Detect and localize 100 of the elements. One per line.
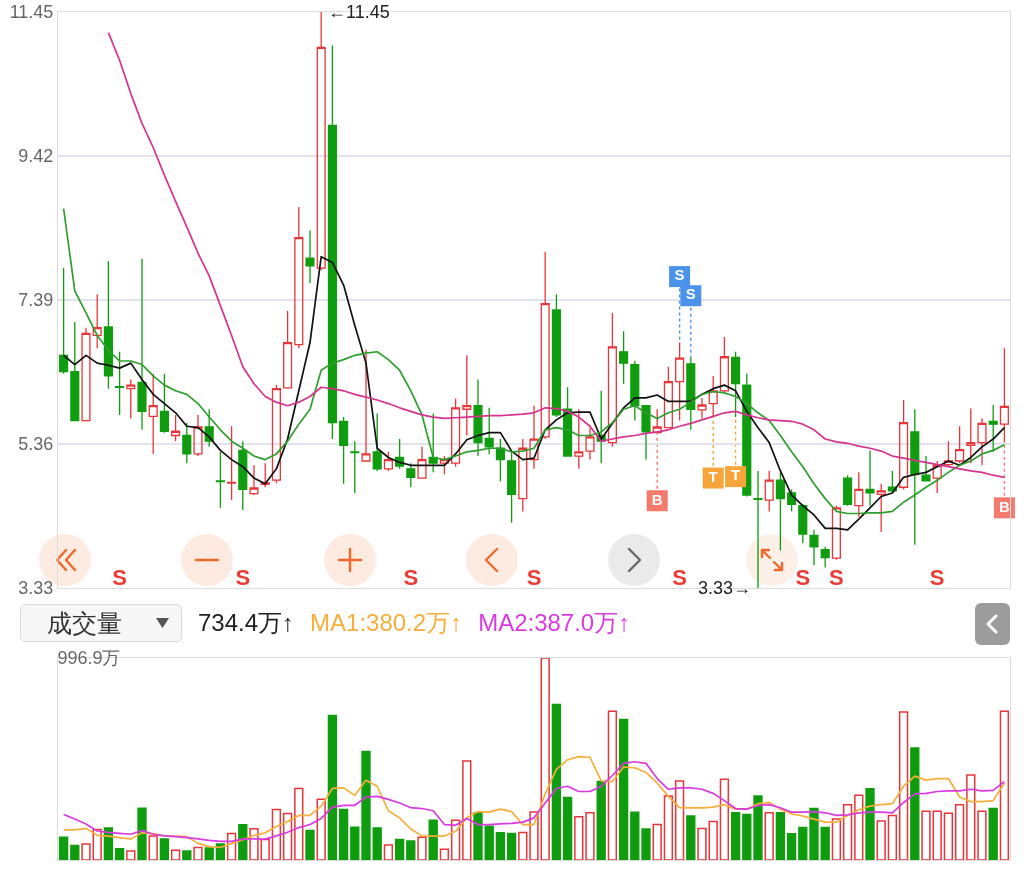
bar <box>361 750 371 860</box>
x-tick-label: S <box>112 565 127 590</box>
y-tick-label: 5.36 <box>18 434 54 455</box>
candlestick <box>697 397 707 420</box>
bar <box>674 780 685 860</box>
bar <box>540 658 550 860</box>
bar <box>271 808 282 860</box>
dropdown-box: 成交量 <box>20 604 182 642</box>
bar <box>114 847 125 860</box>
candlestick <box>238 440 248 511</box>
candlestick <box>473 378 483 457</box>
bar <box>193 846 203 860</box>
text: 734.4万↑ <box>198 608 295 638</box>
candlestick <box>428 412 438 474</box>
bar <box>204 847 214 860</box>
candlestick <box>820 546 830 569</box>
y-tick-label: 3.33 <box>18 578 54 599</box>
candlestick <box>249 464 259 496</box>
bar <box>932 810 942 860</box>
bar <box>529 811 539 860</box>
bar <box>327 714 338 860</box>
y-tick-label: 996.9万 <box>57 648 121 669</box>
candlestick <box>59 267 69 375</box>
candlestick <box>574 408 584 470</box>
candlestick <box>663 366 673 429</box>
bar <box>618 718 629 860</box>
bar <box>596 780 606 860</box>
bar <box>137 807 147 860</box>
data-label: T <box>708 467 718 485</box>
bar <box>910 747 920 860</box>
candlestick <box>955 425 965 464</box>
x-tick-label: S <box>526 565 542 590</box>
bar <box>305 829 315 860</box>
candlestick <box>350 440 360 494</box>
candlestick <box>809 529 819 566</box>
candlestick <box>227 425 237 501</box>
bar <box>730 812 741 860</box>
candlestick <box>518 438 528 513</box>
bar <box>820 826 830 860</box>
bar <box>383 844 394 860</box>
bar <box>506 832 517 860</box>
bar <box>249 828 259 860</box>
candlestick <box>529 405 539 470</box>
candlestick <box>462 354 472 437</box>
bar <box>294 787 304 860</box>
candlestick <box>854 471 864 518</box>
bar <box>831 818 842 860</box>
candlestick <box>484 407 494 455</box>
bar <box>226 832 237 860</box>
bar <box>742 813 752 860</box>
bar <box>126 850 136 860</box>
candlestick <box>92 293 102 349</box>
candlestick <box>260 462 270 488</box>
bar <box>921 810 931 860</box>
candlestick <box>171 414 181 442</box>
candlestick <box>619 330 629 385</box>
bar <box>182 850 192 860</box>
bar <box>260 838 270 860</box>
bar <box>865 787 875 860</box>
bar <box>977 810 987 860</box>
candlestick <box>148 373 158 455</box>
bar <box>652 823 662 860</box>
x-tick-label: S <box>672 565 687 590</box>
candlestick <box>764 470 774 513</box>
bar <box>630 811 640 860</box>
bar <box>406 840 416 860</box>
candlestick <box>585 427 595 461</box>
text: MA2:387.0万↑ <box>478 608 631 638</box>
x-tick-label: S <box>403 565 419 590</box>
bar <box>686 815 696 860</box>
bar <box>316 798 326 860</box>
bar <box>81 843 91 860</box>
bar <box>966 774 976 860</box>
candlestick <box>607 312 617 448</box>
candlestick <box>977 417 987 466</box>
candlestick <box>137 258 147 431</box>
bar <box>887 814 898 860</box>
candlestick <box>439 455 449 476</box>
bar <box>238 823 248 860</box>
bar <box>495 832 506 860</box>
bar <box>697 827 707 860</box>
bar <box>708 820 718 860</box>
bar <box>663 795 674 860</box>
bar <box>148 835 158 860</box>
bar <box>350 826 360 860</box>
candlestick <box>339 416 349 485</box>
candlestick <box>372 412 382 472</box>
bar <box>719 778 730 860</box>
annotation: 3.33→ <box>698 578 752 598</box>
bar <box>607 710 618 860</box>
candlestick <box>798 503 808 544</box>
x-tick-label: S <box>929 565 945 590</box>
bar <box>798 826 808 860</box>
candlestick <box>708 375 718 418</box>
candlestick <box>641 404 651 461</box>
y-tick-label: 11.45 <box>9 2 54 23</box>
candlestick <box>182 422 192 464</box>
candlestick <box>81 327 91 422</box>
bar <box>585 812 595 860</box>
y-tick-label: 7.39 <box>18 290 54 311</box>
